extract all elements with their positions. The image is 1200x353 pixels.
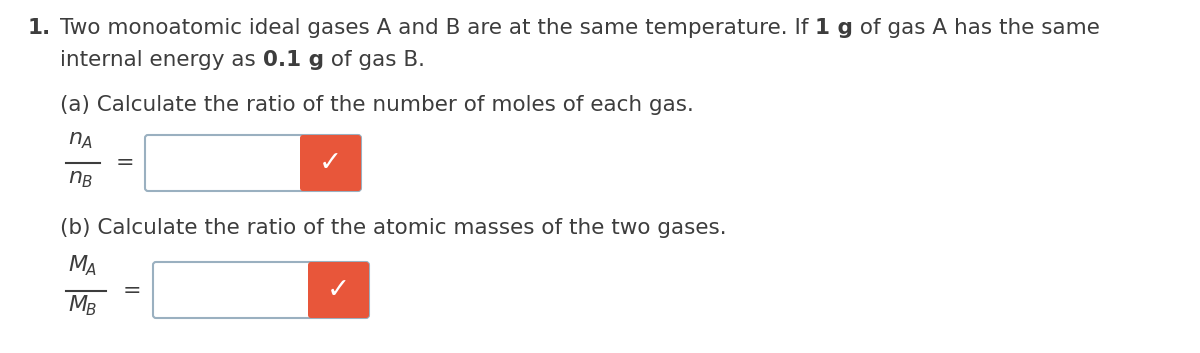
Text: n: n — [68, 167, 82, 187]
FancyBboxPatch shape — [145, 135, 361, 191]
Text: (a) Calculate the ratio of the number of moles of each gas.: (a) Calculate the ratio of the number of… — [60, 95, 694, 115]
Text: B: B — [82, 175, 92, 190]
Text: M: M — [68, 255, 88, 275]
Text: ✓: ✓ — [319, 149, 342, 177]
Text: internal energy as: internal energy as — [60, 50, 263, 70]
Text: of gas A has the same: of gas A has the same — [853, 18, 1100, 38]
Text: 1.: 1. — [28, 18, 52, 38]
FancyBboxPatch shape — [300, 135, 361, 191]
Text: =: = — [116, 153, 134, 173]
Text: =: = — [124, 281, 142, 301]
Text: A: A — [82, 136, 92, 151]
Text: (b) Calculate the ratio of the atomic masses of the two gases.: (b) Calculate the ratio of the atomic ma… — [60, 218, 727, 238]
Text: of gas B.: of gas B. — [324, 50, 425, 70]
Text: B: B — [86, 303, 96, 318]
Text: 1 g: 1 g — [815, 18, 853, 38]
Text: ✓: ✓ — [326, 276, 350, 304]
Text: 0.1 g: 0.1 g — [263, 50, 324, 70]
Text: M: M — [68, 295, 88, 315]
Text: A: A — [86, 263, 96, 278]
FancyBboxPatch shape — [154, 262, 370, 318]
FancyBboxPatch shape — [308, 262, 370, 318]
Text: n: n — [68, 128, 82, 148]
Text: Two monoatomic ideal gases A and B are at the same temperature. If: Two monoatomic ideal gases A and B are a… — [60, 18, 815, 38]
